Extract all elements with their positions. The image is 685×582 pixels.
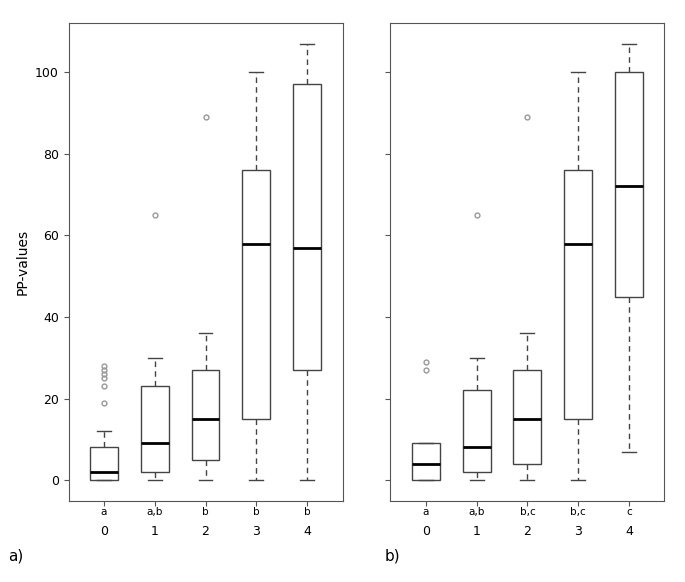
Text: b: b	[303, 507, 310, 517]
Text: b: b	[202, 507, 209, 517]
Y-axis label: PP-values: PP-values	[15, 229, 29, 295]
PathPatch shape	[615, 72, 643, 297]
Text: c: c	[626, 507, 632, 517]
PathPatch shape	[141, 386, 169, 472]
PathPatch shape	[564, 170, 592, 419]
Text: b: b	[253, 507, 260, 517]
PathPatch shape	[514, 370, 541, 464]
Text: a,b: a,b	[469, 507, 485, 517]
PathPatch shape	[463, 391, 490, 472]
Text: a: a	[101, 507, 108, 517]
Text: b): b)	[385, 548, 401, 563]
PathPatch shape	[192, 370, 219, 460]
Text: b,c: b,c	[520, 507, 535, 517]
Text: a): a)	[8, 548, 23, 563]
PathPatch shape	[412, 443, 440, 480]
Text: a: a	[423, 507, 429, 517]
PathPatch shape	[293, 84, 321, 370]
Text: a,b: a,b	[147, 507, 163, 517]
PathPatch shape	[242, 170, 270, 419]
PathPatch shape	[90, 448, 118, 480]
Text: b,c: b,c	[571, 507, 586, 517]
